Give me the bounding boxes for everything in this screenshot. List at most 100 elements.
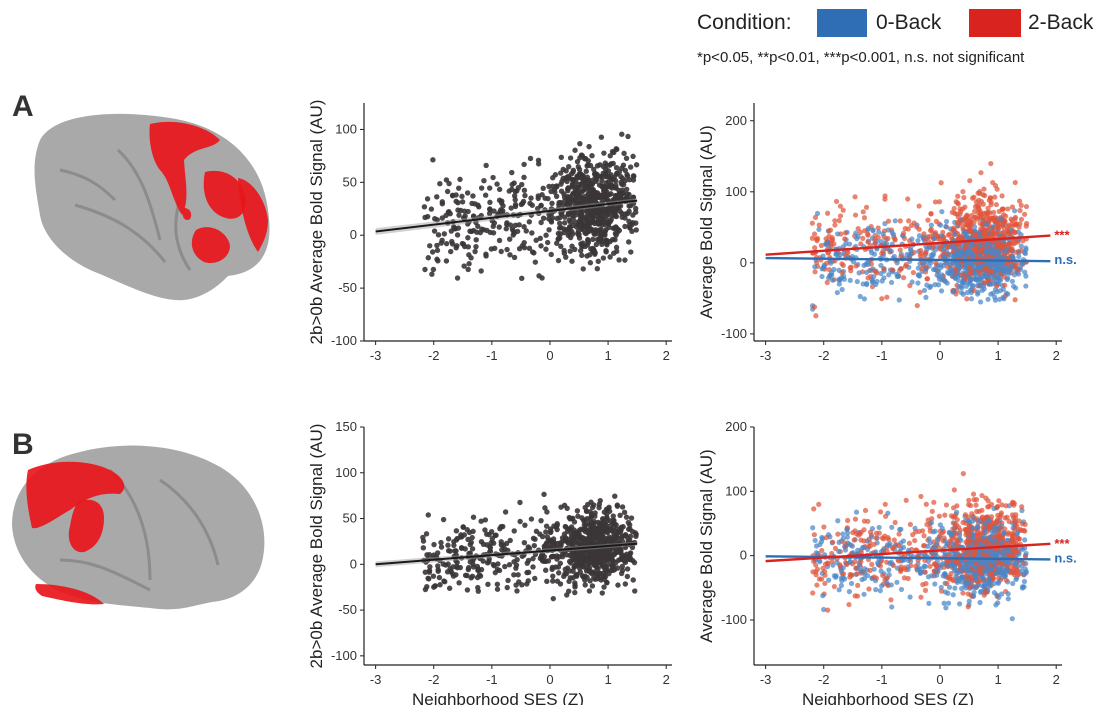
data-point-2back bbox=[946, 231, 953, 237]
data-point bbox=[585, 238, 591, 244]
data-point-0back bbox=[941, 600, 947, 606]
data-point bbox=[507, 252, 513, 258]
data-point-2back bbox=[847, 265, 853, 271]
data-point-2back bbox=[842, 236, 848, 242]
data-point-0back bbox=[1009, 278, 1016, 284]
y-tick-label: 100 bbox=[335, 121, 357, 136]
data-point bbox=[563, 168, 569, 174]
data-point bbox=[511, 572, 517, 578]
data-point-2back bbox=[835, 531, 841, 537]
data-point bbox=[556, 220, 563, 226]
data-point bbox=[519, 582, 525, 588]
data-point-0back bbox=[839, 286, 845, 293]
fit-line-0back bbox=[765, 256, 1051, 263]
data-point bbox=[541, 491, 547, 498]
data-point-2back bbox=[865, 231, 871, 237]
data-point bbox=[438, 544, 445, 550]
data-point bbox=[626, 222, 633, 229]
data-point bbox=[587, 578, 593, 584]
data-point-0back bbox=[838, 582, 844, 589]
data-point bbox=[455, 225, 462, 231]
data-point bbox=[619, 563, 626, 570]
data-point bbox=[540, 185, 546, 191]
data-point bbox=[589, 185, 595, 192]
data-point bbox=[587, 200, 594, 206]
data-point-0back bbox=[972, 275, 978, 281]
x-tick-label: 1 bbox=[604, 348, 611, 363]
data-point bbox=[539, 533, 546, 540]
data-point-0back bbox=[926, 536, 932, 542]
data-point bbox=[443, 562, 449, 568]
data-point-0back bbox=[1009, 616, 1015, 622]
data-point-2back bbox=[1014, 535, 1021, 541]
x-tick-label: 2 bbox=[1053, 348, 1060, 363]
y-tick-label: 200 bbox=[725, 419, 747, 434]
data-point bbox=[621, 509, 628, 516]
data-point bbox=[512, 197, 518, 203]
data-point-0back bbox=[950, 269, 956, 275]
data-point-2back bbox=[992, 194, 998, 200]
data-point-0back bbox=[848, 580, 855, 587]
data-point-2back bbox=[993, 244, 999, 250]
data-point bbox=[526, 245, 533, 252]
data-point bbox=[490, 230, 497, 236]
data-point bbox=[554, 184, 560, 190]
data-point-0back bbox=[856, 270, 862, 276]
data-point-2back bbox=[992, 214, 998, 220]
data-point-2back bbox=[976, 568, 982, 574]
data-point bbox=[603, 180, 610, 186]
data-point bbox=[591, 248, 598, 254]
data-point-0back bbox=[973, 270, 979, 277]
data-point-2back bbox=[988, 202, 994, 208]
data-point bbox=[509, 181, 515, 188]
data-point-2back bbox=[816, 576, 823, 582]
data-point bbox=[572, 208, 578, 214]
data-point bbox=[432, 583, 438, 589]
data-point-2back bbox=[846, 601, 852, 608]
data-point-2back bbox=[867, 529, 874, 535]
data-point-0back bbox=[977, 599, 983, 606]
data-point bbox=[461, 263, 467, 269]
data-point bbox=[443, 258, 450, 264]
data-point bbox=[611, 225, 618, 231]
data-point bbox=[613, 522, 619, 528]
data-point bbox=[603, 166, 609, 173]
data-point bbox=[438, 240, 444, 246]
data-point bbox=[460, 524, 466, 530]
data-point-2back bbox=[821, 524, 827, 530]
data-point bbox=[529, 249, 536, 255]
data-point bbox=[553, 193, 560, 200]
data-point bbox=[456, 212, 462, 218]
data-point bbox=[589, 569, 595, 575]
data-point bbox=[478, 185, 485, 191]
data-point-2back bbox=[920, 528, 926, 534]
data-point bbox=[420, 545, 427, 551]
data-point bbox=[429, 271, 435, 277]
data-point bbox=[622, 167, 629, 174]
data-point bbox=[571, 183, 577, 189]
data-point-2back bbox=[1005, 206, 1011, 212]
data-point-2back bbox=[824, 279, 830, 286]
data-point-0back bbox=[975, 265, 981, 271]
activation-a3 bbox=[238, 178, 268, 252]
data-point bbox=[445, 536, 452, 542]
data-point-2back bbox=[971, 194, 977, 200]
data-point bbox=[525, 569, 532, 576]
data-point-2back bbox=[826, 228, 832, 234]
data-point bbox=[465, 235, 471, 241]
data-point-0back bbox=[992, 267, 999, 274]
data-point-0back bbox=[891, 253, 897, 260]
data-point bbox=[601, 184, 608, 190]
data-point bbox=[572, 580, 578, 586]
data-point bbox=[478, 268, 484, 274]
data-point-2back bbox=[825, 210, 831, 216]
data-point bbox=[579, 242, 585, 249]
data-point-0back bbox=[819, 273, 825, 280]
data-point bbox=[430, 157, 436, 163]
data-point bbox=[459, 199, 466, 205]
data-point-0back bbox=[921, 287, 928, 294]
data-point-0back bbox=[1005, 291, 1011, 297]
data-point-0back bbox=[887, 247, 893, 253]
